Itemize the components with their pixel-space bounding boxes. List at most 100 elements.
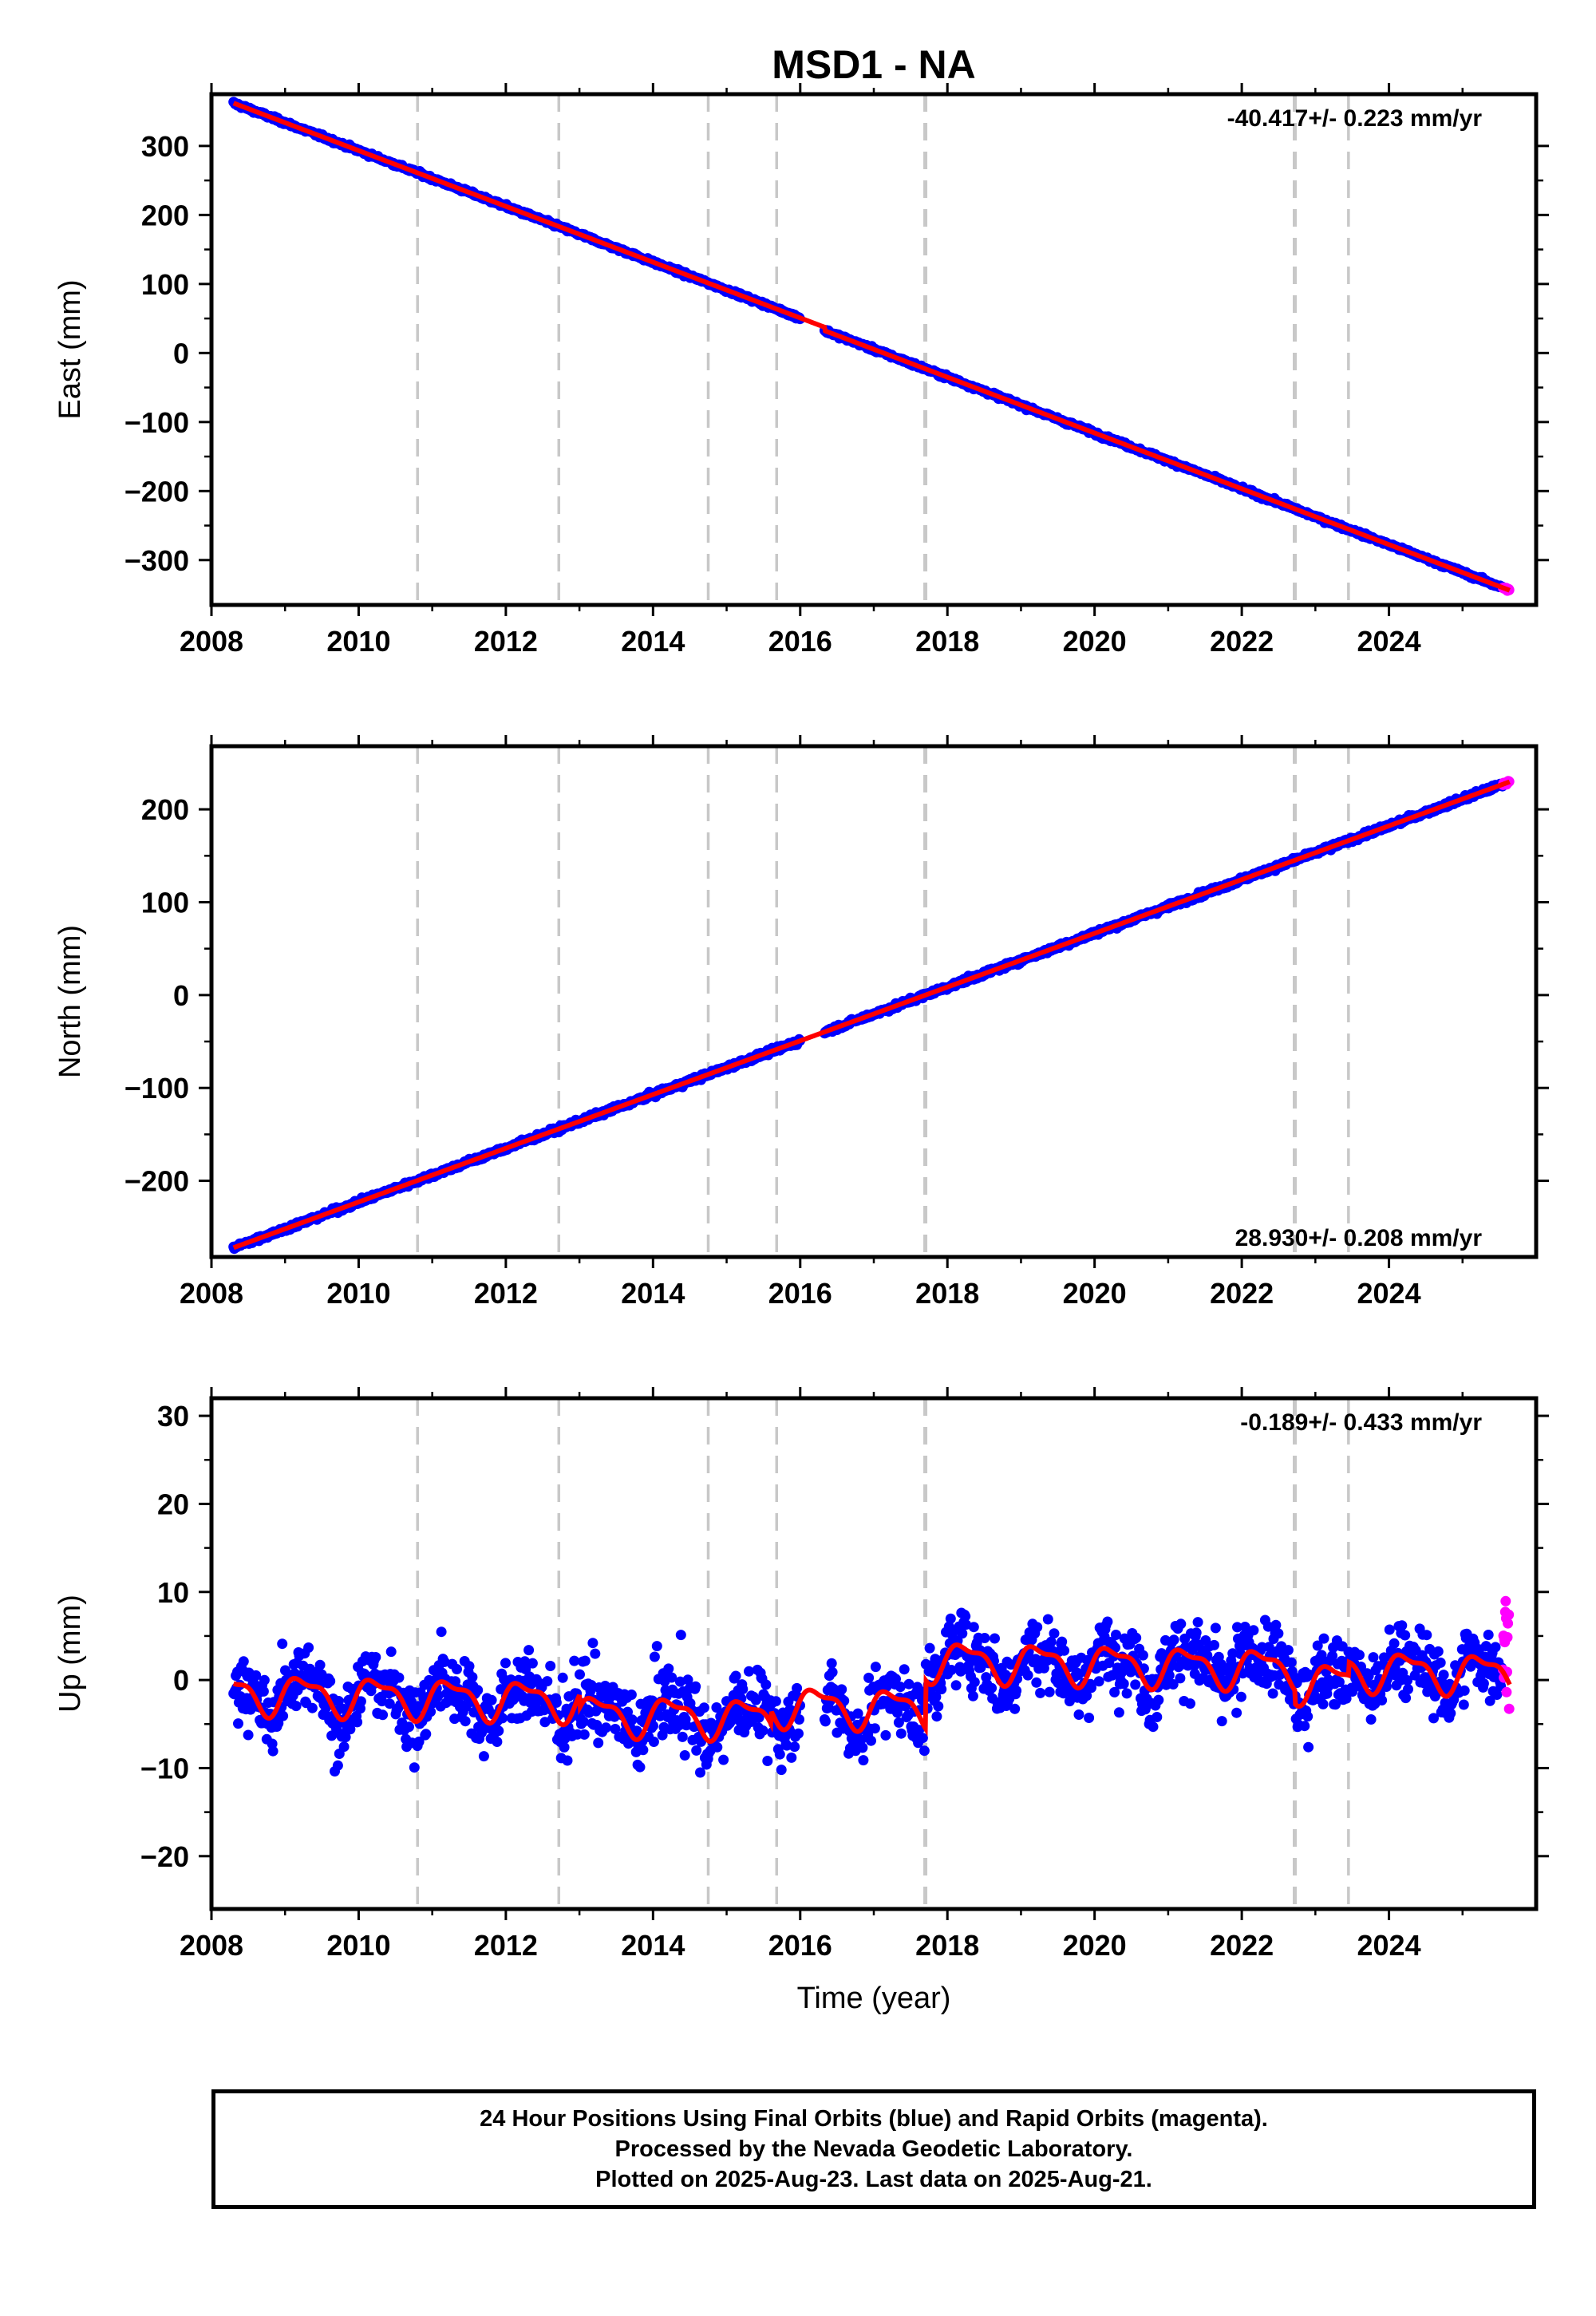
panel-up: 2008 2010 2012 2014 2016 2018 2020 2022 20243020… [53,1387,1549,1962]
data-point [690,1681,701,1692]
data-point [986,1682,998,1694]
data-point [436,1626,447,1638]
data-point [931,1711,942,1722]
data-point [836,1684,847,1695]
x-tick-label: 2012 [474,1277,538,1310]
y-axis-label-north: North (mm) [53,925,87,1078]
data-point [1354,1650,1365,1661]
data-point [1396,1620,1408,1631]
data-point [1209,1639,1219,1650]
chart-title: MSD1 - NA [772,42,976,87]
data-point [649,1651,660,1662]
data-point [776,1765,787,1776]
y-tick-label: −300 [124,544,189,577]
data-point [325,1676,336,1686]
model-line [232,779,1511,1251]
data-point [478,1751,489,1762]
x-tick-label: 2020 [1063,1277,1127,1310]
data-point [593,1737,604,1749]
y-tick-label: −100 [124,1072,189,1105]
data-point [691,1745,702,1756]
data-point [1035,1687,1046,1698]
data-point [370,1652,381,1662]
data-point [677,1731,688,1742]
data-point [698,1702,709,1713]
data-point [377,1709,389,1721]
x-tick-label: 2024 [1357,1277,1421,1310]
data-point [638,1745,649,1756]
data-point [1191,1627,1202,1638]
data-point [827,1666,838,1678]
data-point [1032,1622,1043,1633]
data-point [1317,1698,1329,1709]
data-point [1185,1698,1195,1709]
data-point [880,1729,891,1741]
data-point [587,1638,598,1649]
data-point [1421,1630,1432,1641]
data-point [1303,1741,1314,1753]
x-tick-label: 2014 [621,1277,685,1310]
data-point [793,1728,804,1739]
data-point [1273,1628,1284,1639]
data-point [1282,1645,1294,1656]
data-point [562,1755,573,1766]
data-point [990,1633,1000,1644]
x-tick-label: 2010 [326,1277,390,1310]
data-point [789,1741,800,1753]
data-point [651,1641,662,1652]
data-point [259,1674,270,1686]
data-point [385,1646,397,1658]
data-point [404,1721,414,1733]
data-point [290,1701,302,1712]
data-point [575,1669,585,1680]
data-point [1118,1678,1129,1690]
data-point [492,1737,503,1747]
data-point [1400,1693,1412,1704]
data-point [762,1756,773,1766]
data-point [527,1658,538,1669]
data-point [267,1745,279,1757]
data-point [277,1638,288,1650]
data-point [1175,1673,1186,1684]
data-point [712,1741,723,1753]
data-point [857,1742,868,1753]
data-point [626,1714,638,1725]
data-point [1231,1707,1242,1718]
data-point [774,1749,785,1760]
panel-east: 2008 2010 2012 2014 2016 2018 2020 2022 20243002… [53,83,1549,658]
data-point [1031,1677,1042,1688]
data-point [1131,1632,1142,1643]
data-point [467,1672,478,1682]
x-tick-label: 2016 [768,625,832,658]
model-line [232,101,1511,593]
data-point [1153,1694,1164,1705]
data-point [899,1664,910,1675]
y-axis-label-east: East (mm) [53,279,87,419]
data-point [1248,1625,1259,1636]
data-point [770,1696,781,1707]
data-point [950,1680,962,1691]
data-point [1216,1716,1227,1727]
data-point [1192,1617,1203,1628]
data-point [1318,1633,1329,1644]
rate-label-north: 28.930+/- 0.208 mm/yr [1235,1225,1483,1251]
data-point [1377,1695,1388,1705]
x-tick-label: 2020 [1063,625,1127,658]
y-tick-label: −100 [124,406,189,439]
data-point [969,1677,980,1688]
data-point [718,1754,729,1765]
x-tick-label: 2018 [915,1277,979,1310]
data-point [634,1761,646,1773]
data-point [918,1745,930,1757]
data-point [1009,1703,1021,1714]
data-point [493,1725,504,1737]
data-point [306,1702,318,1713]
data-point [421,1729,432,1740]
data-point [1403,1684,1413,1695]
data-point [1057,1636,1068,1647]
y-tick-label: −200 [124,1165,189,1198]
data-point [1368,1652,1379,1663]
data-point [648,1737,659,1747]
data-point [338,1741,350,1753]
